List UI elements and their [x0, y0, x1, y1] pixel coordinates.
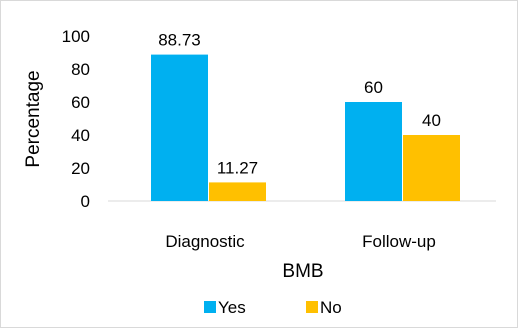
y-tick-label: 60 [71, 93, 90, 112]
y-axis-title: Percentage [23, 70, 44, 167]
y-tick-label: 20 [71, 159, 90, 178]
x-axis-ticks: Diagnostic Follow-up [165, 232, 436, 251]
legend-label: Yes [218, 298, 246, 317]
bars [151, 54, 460, 201]
legend-swatch-no [306, 301, 318, 313]
legend: Yes No [204, 298, 342, 317]
x-tick-label: Follow-up [362, 232, 436, 251]
data-label: 11.27 [217, 158, 258, 177]
bar-no-follow-up [403, 135, 460, 201]
data-label: 40 [422, 111, 441, 130]
y-axis-ticks: 0 20 40 60 80 100 [62, 27, 90, 211]
data-label: 60 [364, 78, 383, 97]
y-tick-label: 80 [71, 60, 90, 79]
y-tick-label: 40 [71, 126, 90, 145]
legend-swatch-yes [204, 301, 216, 313]
bar-yes-follow-up [345, 102, 402, 201]
data-label: 88.73 [158, 31, 201, 50]
x-axis-title: BMB [282, 261, 323, 282]
data-labels: 88.73 60 11.27 40 [158, 31, 441, 178]
bar-no-diagnostic [209, 182, 266, 201]
y-tick-label: 0 [81, 192, 90, 211]
y-tick-label: 100 [62, 27, 90, 46]
legend-label: No [320, 298, 342, 317]
bar-yes-diagnostic [151, 54, 208, 201]
x-tick-label: Diagnostic [165, 232, 245, 251]
